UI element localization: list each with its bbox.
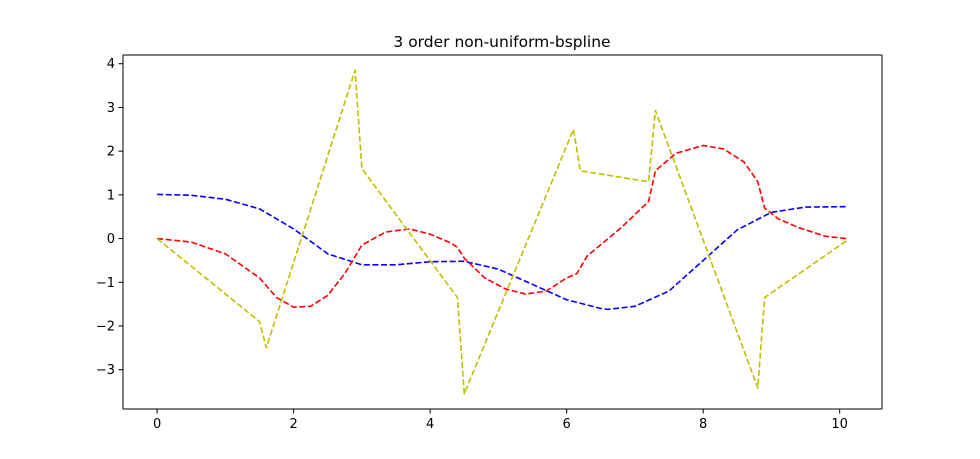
y-tick-label: 2	[107, 145, 115, 160]
plot-background	[123, 55, 882, 409]
series-line-2	[157, 144, 847, 308]
y-tick-label: −3	[96, 363, 115, 378]
x-tick-label: 6	[563, 417, 571, 432]
y-tick-label: 0	[107, 232, 115, 247]
series-layer	[156, 69, 847, 395]
y-tick-label: −1	[96, 276, 115, 291]
series-line-1	[157, 193, 847, 311]
plot-area	[123, 55, 882, 409]
series-line-3	[156, 69, 847, 395]
x-tick-label: 8	[699, 417, 707, 432]
axes-frame	[122, 54, 883, 410]
chart-title: 3 order non-uniform-bspline	[393, 33, 610, 51]
y-tick-label: 1	[107, 188, 115, 203]
y-tick-label: −2	[96, 319, 115, 334]
x-tick-label: 4	[426, 417, 434, 432]
y-tick-label: 4	[107, 57, 115, 72]
x-tick-label: 2	[289, 417, 297, 432]
y-tick-label: 3	[107, 101, 115, 116]
axes-layer: 0 2 4 6 8 10 −3 −2 −1 0 1 2 3 4	[96, 54, 883, 432]
x-tick-label: 0	[153, 417, 161, 432]
x-tick-label: 10	[831, 417, 848, 432]
